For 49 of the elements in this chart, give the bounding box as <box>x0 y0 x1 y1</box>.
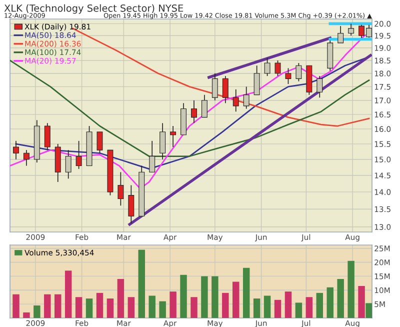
bar <box>232 282 240 318</box>
candlestick <box>191 100 197 124</box>
candlestick <box>232 88 239 112</box>
bar <box>117 278 124 318</box>
bar <box>23 312 30 318</box>
candlestick <box>96 131 103 154</box>
candlestick <box>222 76 228 104</box>
bar <box>86 298 93 318</box>
bar <box>358 286 365 318</box>
bar <box>170 292 176 318</box>
bar <box>242 268 250 318</box>
bar <box>106 298 114 318</box>
bar <box>75 297 82 318</box>
bar <box>12 294 20 318</box>
bar <box>180 274 187 318</box>
bar <box>337 278 344 318</box>
bar <box>190 297 198 318</box>
candlestick <box>13 140 19 160</box>
candlestick <box>285 68 292 84</box>
bar <box>34 305 40 318</box>
bar <box>128 297 135 318</box>
bar <box>274 300 282 318</box>
bar <box>326 287 334 318</box>
bar <box>366 303 372 318</box>
bar <box>295 302 302 318</box>
bar <box>316 292 324 318</box>
bar <box>212 276 218 318</box>
bar <box>64 270 72 318</box>
bar <box>253 298 260 318</box>
bar <box>148 296 156 318</box>
bar <box>201 276 208 318</box>
bar <box>264 296 271 318</box>
candlestick <box>128 184 134 224</box>
candlestick <box>274 60 281 76</box>
bar <box>284 292 292 318</box>
bar <box>306 297 313 318</box>
chart-title: XLK (Technology Select Sector) NYSE <box>4 4 184 14</box>
candlestick <box>170 126 176 148</box>
bar <box>159 301 166 318</box>
candlestick <box>23 150 30 166</box>
candlestick <box>76 140 82 170</box>
bar <box>138 250 145 318</box>
candlestick <box>118 172 124 206</box>
bar <box>348 260 354 318</box>
bar <box>222 292 229 318</box>
bar <box>54 294 62 318</box>
candlestick <box>44 122 50 150</box>
bar <box>96 292 104 318</box>
bar <box>44 294 51 318</box>
